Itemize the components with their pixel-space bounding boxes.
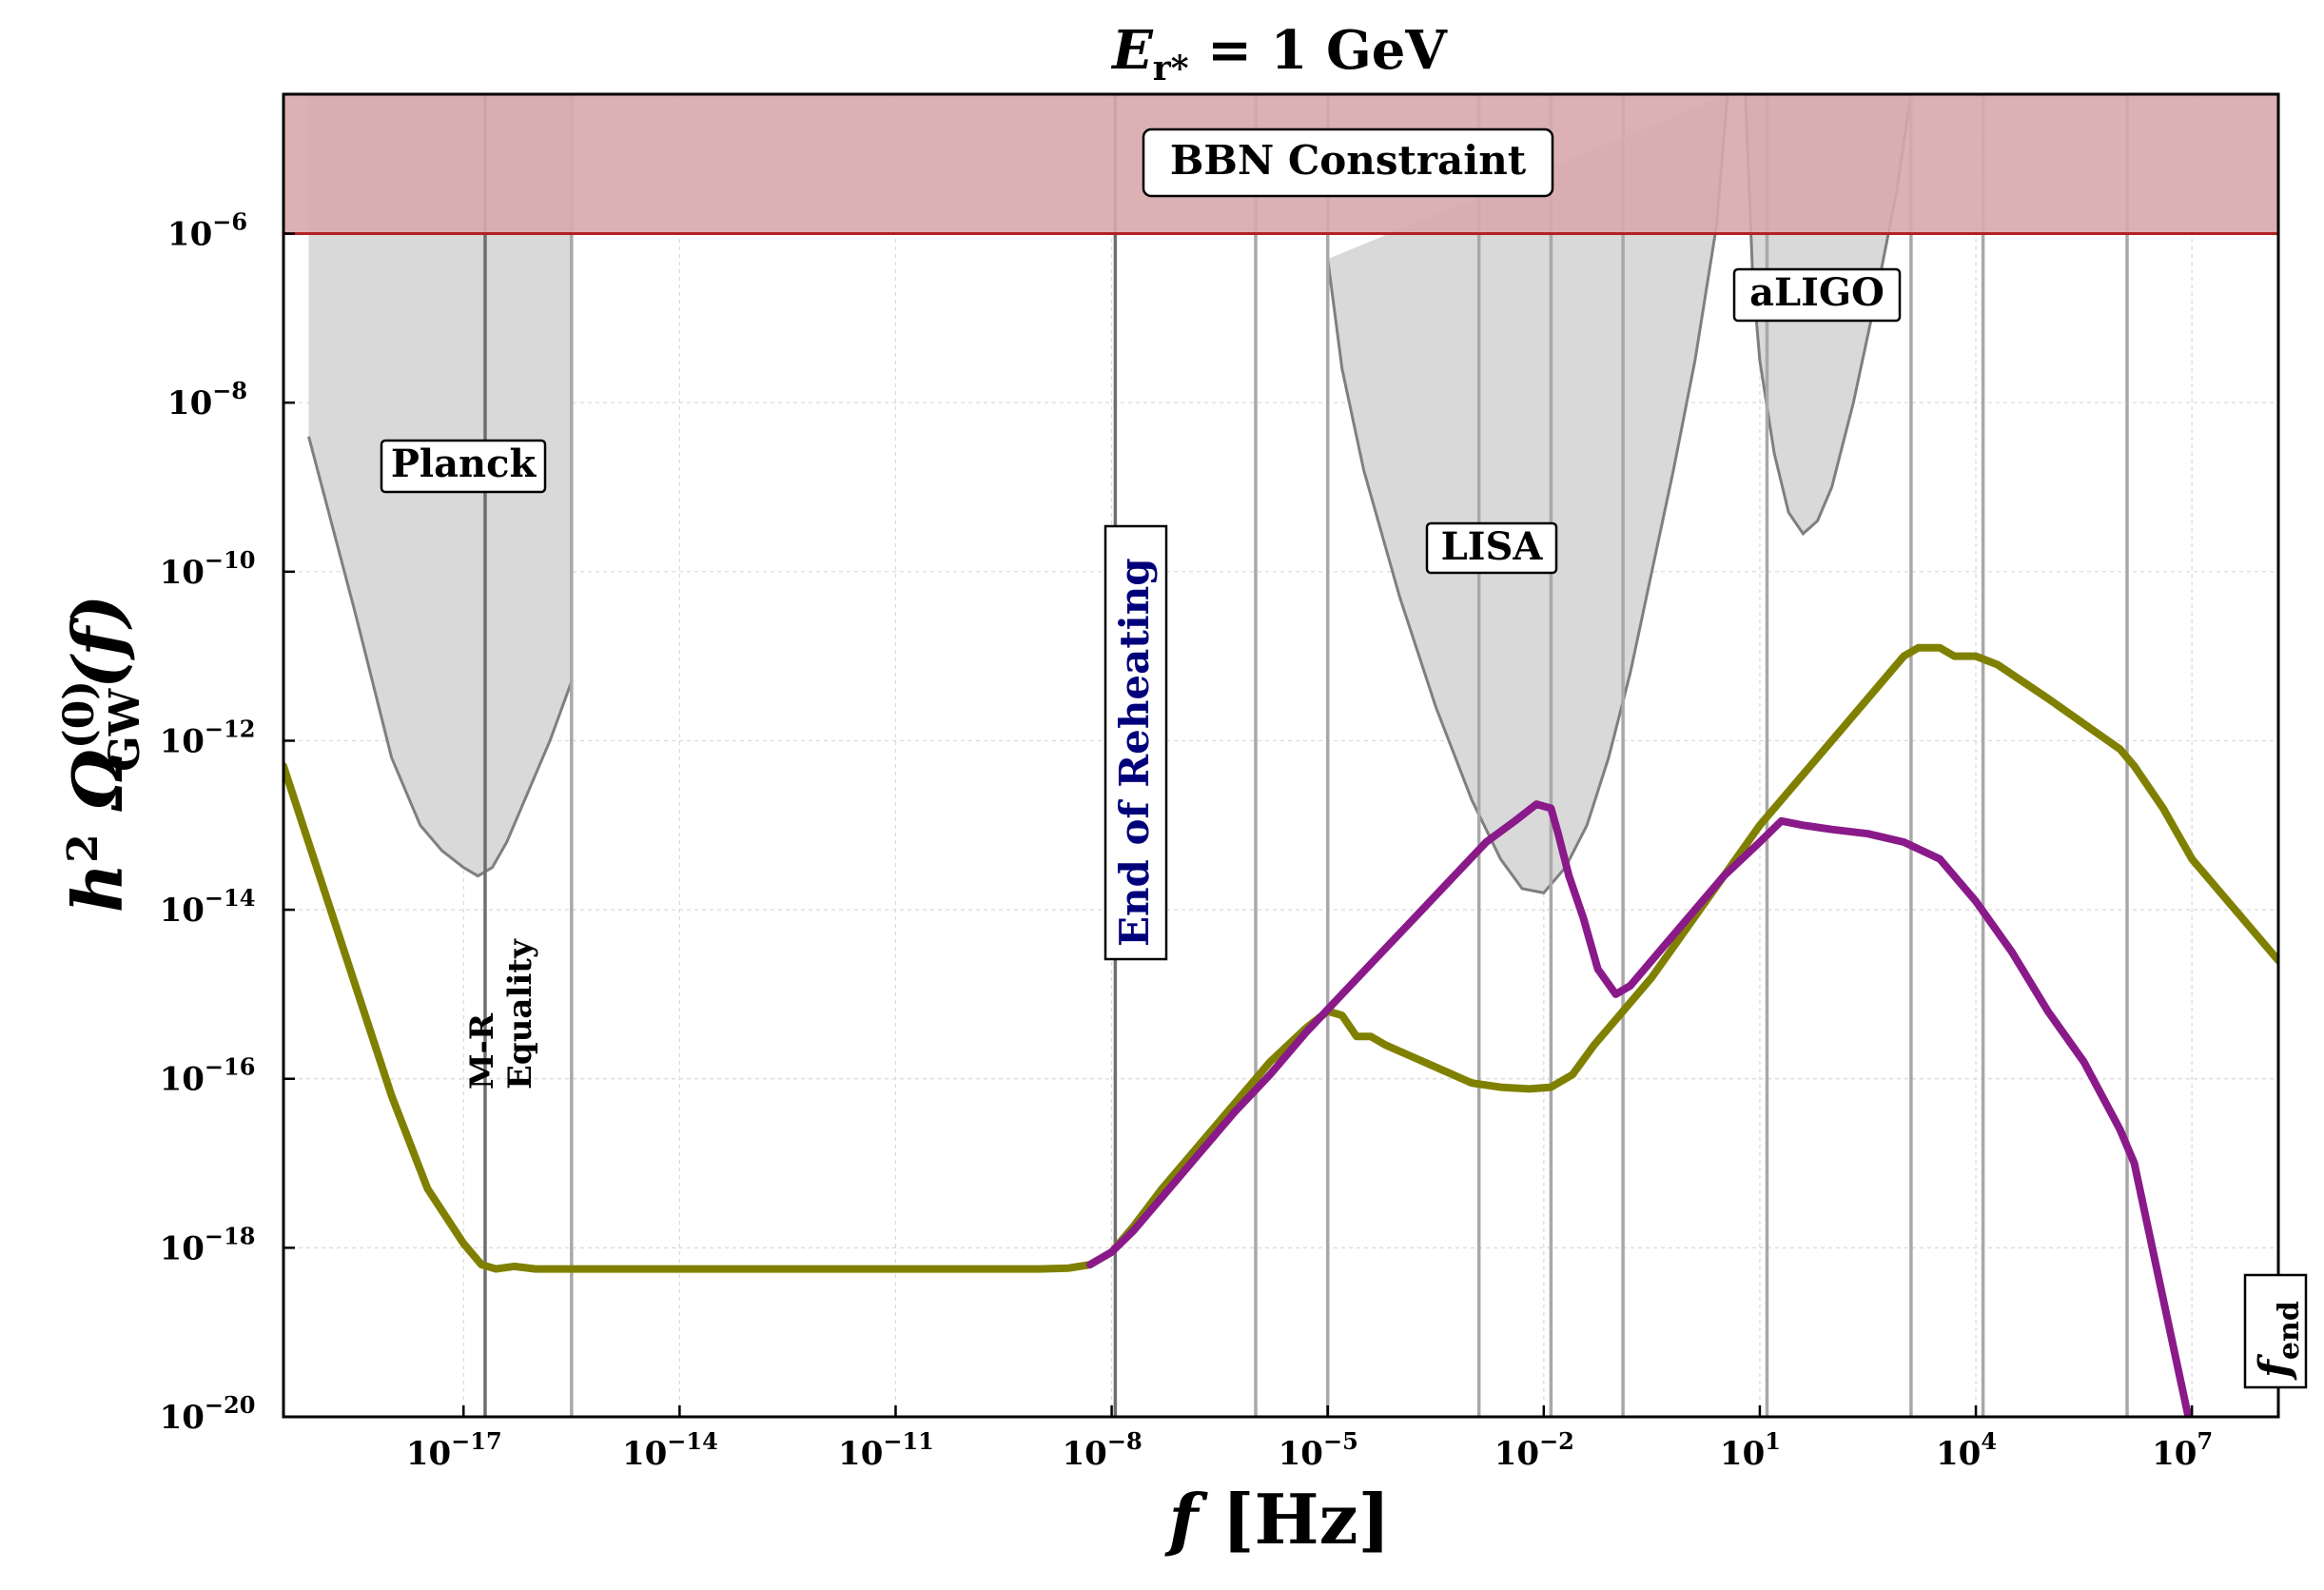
y-tick-base-7: 10 [160, 1399, 205, 1437]
f-end-label: fend [2251, 1301, 2306, 1381]
axis-tick-labels: 10−17 10−14 10−11 10−8 10−5 10−2 101 104 10710−6… [160, 208, 2214, 1473]
y-axis-subscript: GW [101, 688, 149, 772]
x-tick-base-7: 10 [1936, 1435, 1981, 1473]
x-tick-base-5: 10 [1494, 1435, 1539, 1473]
olive-series-line [283, 643, 2278, 1273]
bbn-label-box [1142, 128, 1554, 198]
y-tick-label-2: 10−10 [160, 546, 256, 592]
plot-frame [282, 92, 2280, 1419]
y-tick-label-3: 10−12 [160, 715, 256, 760]
end-of-reheating-label: End of Reheating [1111, 558, 1158, 947]
y-tick-exponent-3: −12 [205, 715, 256, 742]
planck-label: Planck [391, 442, 537, 486]
x-tick-label-7: 104 [1936, 1427, 1997, 1473]
y-axis-argument: (f) [57, 595, 138, 689]
x-axis-unit: [Hz] [1198, 1479, 1390, 1560]
x-tick-label-4: 10−5 [1279, 1427, 1358, 1473]
y-tick-base-2: 10 [160, 554, 205, 592]
lisa-region-fill [1327, 94, 1728, 893]
labels: Er* = 1 GeV f [Hz] h2 Ω(0)GW(f) BBN Cons… [55, 19, 2308, 1560]
planck-annotation: Planck [380, 439, 547, 494]
x-tick-label-8: 107 [2152, 1427, 2213, 1473]
planck-label-box [380, 439, 547, 494]
f-end-subscript: end [2273, 1301, 2306, 1360]
x-tick-exponent-7: 4 [1981, 1427, 1997, 1455]
y-axis-h-exponent: 2 [59, 834, 107, 863]
y-tick-base-1: 10 [167, 384, 212, 422]
x-tick-exponent-8: 7 [2197, 1427, 2213, 1455]
lisa-label: LISA [1441, 524, 1544, 569]
x-tick-label-6: 101 [1720, 1427, 1781, 1473]
y-axis-label: h2 Ω(0)GW(f) [55, 595, 149, 913]
end-of-reheating-annotation: End of Reheating [1103, 524, 1168, 961]
chart-title: Er* = 1 GeV [1110, 19, 1448, 88]
lisa-region-outline [1326, 94, 1729, 894]
aligo-label-box [1732, 267, 1902, 323]
x-tick-base-2: 10 [838, 1435, 883, 1473]
x-tick-base-0: 10 [406, 1435, 451, 1473]
title-value: = 1 GeV [1189, 19, 1449, 82]
title-subscript: r* [1153, 49, 1189, 88]
lisa-annotation: LISA [1425, 521, 1558, 575]
y-axis-superscript: (0) [55, 680, 104, 749]
y-tick-label-6: 10−18 [160, 1222, 256, 1267]
x-tick-base-4: 10 [1279, 1435, 1323, 1473]
f-end-box [2243, 1273, 2308, 1389]
y-tick-exponent-5: −16 [205, 1053, 256, 1081]
x-tick-exponent-5: −2 [1539, 1427, 1574, 1455]
y-tick-label-4: 10−14 [160, 884, 256, 930]
y-tick-base-3: 10 [160, 722, 205, 760]
x-tick-exponent-6: 1 [1765, 1427, 1781, 1455]
x-tick-base-3: 10 [1063, 1435, 1107, 1473]
y-axis-h: h [57, 863, 138, 913]
x-tick-label-0: 10−17 [406, 1427, 502, 1473]
y-tick-exponent-4: −14 [205, 884, 256, 912]
x-tick-exponent-4: −5 [1323, 1427, 1358, 1455]
y-tick-label-5: 10−16 [160, 1053, 256, 1099]
y-tick-label-1: 10−8 [167, 377, 247, 422]
purple-series-line [1085, 800, 2193, 1417]
y-tick-exponent-2: −10 [205, 546, 256, 574]
y-tick-label-7: 10−20 [160, 1391, 256, 1437]
lisa-label-box [1425, 521, 1558, 575]
x-tick-label-1: 10−14 [622, 1427, 718, 1473]
x-tick-label-3: 10−8 [1063, 1427, 1142, 1473]
mr-equality-line1: M-R [463, 1012, 501, 1089]
x-tick-exponent-1: −14 [667, 1427, 718, 1455]
y-tick-exponent-6: −18 [205, 1222, 256, 1249]
f-end-annotation: fend [2243, 1273, 2308, 1389]
y-tick-exponent-0: −6 [212, 208, 247, 236]
y-tick-exponent-7: −20 [205, 1391, 256, 1419]
x-tick-label-2: 10−11 [838, 1427, 934, 1473]
y-axis-omega: Ω [57, 749, 138, 834]
y-tick-label-0: 10−6 [167, 208, 247, 254]
y-tick-base-5: 10 [160, 1061, 205, 1099]
y-tick-base-0: 10 [167, 216, 212, 254]
bbn-label: BBN Constraint [1170, 137, 1527, 184]
end-of-reheating-box [1103, 524, 1168, 961]
x-tick-exponent-0: −17 [451, 1427, 502, 1455]
series [283, 643, 2278, 1417]
aligo-annotation: aLIGO [1732, 267, 1902, 323]
axis-ticks [283, 232, 2194, 1419]
aligo-label: aLIGO [1749, 270, 1885, 315]
x-tick-exponent-2: −11 [883, 1427, 934, 1455]
x-axis-label: f [Hz] [1163, 1479, 1390, 1560]
x-tick-base-1: 10 [622, 1435, 667, 1473]
y-tick-base-4: 10 [160, 892, 205, 930]
y-tick-base-6: 10 [160, 1229, 205, 1267]
mr-equality-line2: Equality [501, 938, 539, 1089]
title-symbol: E [1110, 19, 1154, 82]
bbn-annotation: BBN Constraint [1142, 128, 1554, 198]
x-tick-label-5: 10−2 [1494, 1427, 1574, 1473]
x-tick-base-6: 10 [1720, 1435, 1765, 1473]
y-tick-exponent-1: −8 [212, 377, 247, 404]
x-tick-exponent-3: −8 [1107, 1427, 1142, 1455]
planck-region-outline [307, 436, 574, 878]
mr-equality-annotation: M-R Equality [463, 938, 539, 1089]
x-tick-base-8: 10 [2152, 1435, 2197, 1473]
